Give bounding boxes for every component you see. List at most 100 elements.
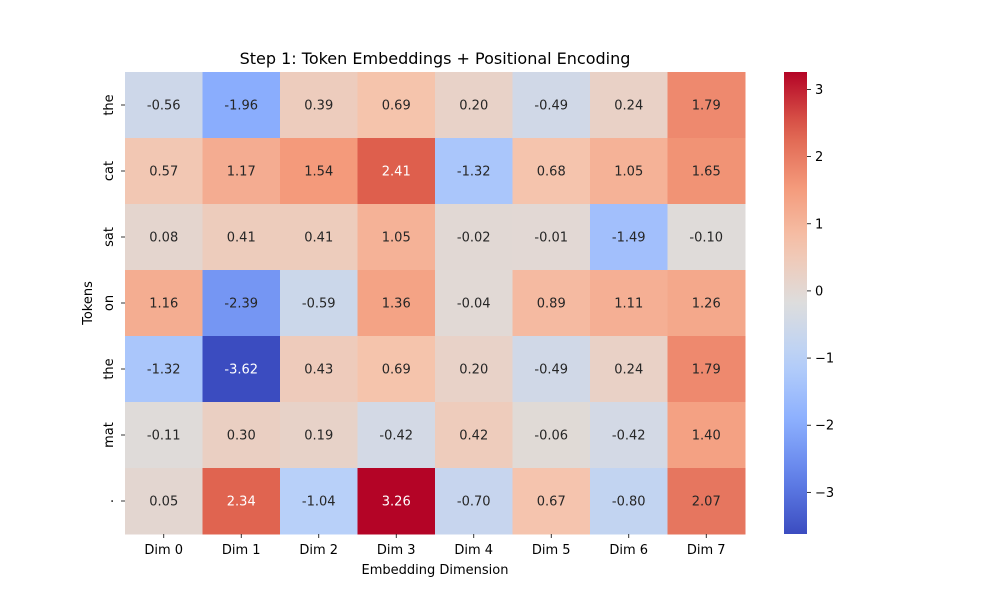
heatmap-cell-label: 1.79: [692, 99, 721, 114]
colorbar-tick-label: 2: [815, 150, 823, 165]
heatmap-cell-label: 2.41: [382, 165, 411, 180]
heatmap-cell: [357, 336, 436, 403]
heatmap-cell: [667, 138, 746, 205]
heatmap-cell-label: 0.41: [227, 231, 256, 246]
y-tick-label: mat: [102, 422, 117, 448]
heatmap-cell-label: -3.62: [224, 363, 258, 378]
heatmap-cell-label: 0.42: [459, 429, 488, 444]
heatmap-cell-label: 1.36: [382, 297, 411, 312]
heatmap-cell-label: -1.49: [612, 231, 646, 246]
heatmap-cell-label: -1.96: [224, 99, 258, 114]
colorbar-tick-label: −1: [815, 352, 834, 367]
heatmap-cell: [202, 336, 281, 403]
heatmap-cell: [202, 402, 281, 469]
colorbar-tick-label: 1: [815, 217, 823, 232]
heatmap-cell-label: 1.40: [692, 429, 721, 444]
y-tick-label: the: [102, 358, 117, 379]
heatmap-cell-label: 1.17: [227, 165, 256, 180]
heatmap-cell: [590, 468, 668, 535]
colorbar: 3 2 1 0 −1 −2 −3: [784, 72, 834, 534]
heatmap-cell: [357, 468, 436, 535]
heatmap-cell: [280, 138, 358, 205]
heatmap-cell: [667, 336, 746, 403]
heatmap-cell: [125, 270, 203, 337]
heatmap-cell-label: -0.42: [612, 429, 646, 444]
heatmap-cell-label: -0.42: [379, 429, 413, 444]
heatmap-cell: [512, 138, 591, 205]
heatmap-cell-label: -0.49: [534, 99, 568, 114]
heatmap-cell-label: 1.05: [382, 231, 411, 246]
heatmap-cell: [512, 402, 591, 469]
colorbar-tick-label: −2: [815, 419, 834, 434]
heatmap-cell-label: 0.68: [537, 165, 566, 180]
colorbar-tick-label: 0: [815, 284, 823, 299]
heatmap-cell-label: 1.11: [614, 297, 643, 312]
heatmap-cell-label: 0.41: [304, 231, 333, 246]
heatmap-cell: [280, 468, 358, 535]
heatmap-cell-label: 0.19: [304, 429, 333, 444]
heatmap-cell: [280, 72, 358, 139]
y-axis-label: Tokens: [81, 281, 96, 326]
heatmap-cell-label: -0.06: [534, 429, 568, 444]
heatmap-cell-label: 0.20: [459, 363, 488, 378]
heatmap-cell-label: 0.69: [382, 99, 411, 114]
heatmap-cell-label: -0.11: [147, 429, 181, 444]
heatmap-cell: [357, 138, 436, 205]
x-tick-label: Dim 0: [144, 543, 183, 558]
heatmap-cell-label: 0.30: [227, 429, 256, 444]
heatmap-cell: [435, 468, 513, 535]
heatmap-cell-label: 0.24: [614, 363, 643, 378]
heatmap-cell-label: -0.02: [457, 231, 491, 246]
heatmap-cell: [357, 270, 436, 337]
heatmap-cell: [667, 468, 746, 535]
heatmap-cell-label: 2.34: [227, 495, 256, 510]
colorbar-tick-label: 3: [815, 83, 823, 98]
heatmap-cell: [512, 468, 591, 535]
heatmap-cell-label: -0.70: [457, 495, 491, 510]
heatmap-cell: [435, 402, 513, 469]
x-axis-label: Embedding Dimension: [362, 563, 509, 578]
heatmap-cell: [435, 72, 513, 139]
heatmap-cell-label: -0.04: [457, 297, 491, 312]
y-tick-label: on: [102, 295, 117, 311]
colorbar-tick-label: −3: [815, 486, 834, 501]
heatmap-cell: [280, 204, 358, 271]
heatmap-cells: [125, 72, 746, 535]
heatmap-cell: [590, 204, 668, 271]
heatmap-cell-label: 2.07: [692, 495, 721, 510]
heatmap-cell-label: 0.69: [382, 363, 411, 378]
heatmap-cell-label: -0.01: [534, 231, 568, 246]
heatmap-cell-label: 0.43: [304, 363, 333, 378]
chart-title: Step 1: Token Embeddings + Positional En…: [240, 49, 631, 68]
heatmap-cell: [202, 270, 281, 337]
heatmap-cell: [125, 336, 203, 403]
y-tick-label: sat: [102, 227, 117, 247]
heatmap-cell: [667, 204, 746, 271]
heatmap-cell-label: -0.49: [534, 363, 568, 378]
heatmap-cell-label: 1.65: [692, 165, 721, 180]
heatmap-cell-label: 0.08: [149, 231, 178, 246]
heatmap-cell-label: 1.54: [304, 165, 333, 180]
heatmap-cell: [590, 336, 668, 403]
colorbar-gradient: [784, 72, 807, 534]
heatmap-cell-label: 0.89: [537, 297, 566, 312]
heatmap-cell: [512, 72, 591, 139]
y-tick-label: the: [102, 94, 117, 115]
heatmap-cell: [590, 270, 668, 337]
heatmap-cell-label: 3.26: [382, 495, 411, 510]
x-tick-label: Dim 2: [299, 543, 338, 558]
heatmap-cell-label: 1.26: [692, 297, 721, 312]
heatmap-cell: [202, 468, 281, 535]
heatmap-cell-label: 0.20: [459, 99, 488, 114]
heatmap-cell: [125, 468, 203, 535]
heatmap-cell: [590, 402, 668, 469]
heatmap-cell: [202, 138, 281, 205]
heatmap-cell: [512, 336, 591, 403]
heatmap-cell-label: -0.80: [612, 495, 646, 510]
heatmap-cell-label: -1.32: [457, 165, 491, 180]
heatmap-cell: [125, 204, 203, 271]
x-tick-label: Dim 4: [454, 543, 493, 558]
heatmap-cell: [280, 402, 358, 469]
x-tick-label: Dim 6: [609, 543, 648, 558]
